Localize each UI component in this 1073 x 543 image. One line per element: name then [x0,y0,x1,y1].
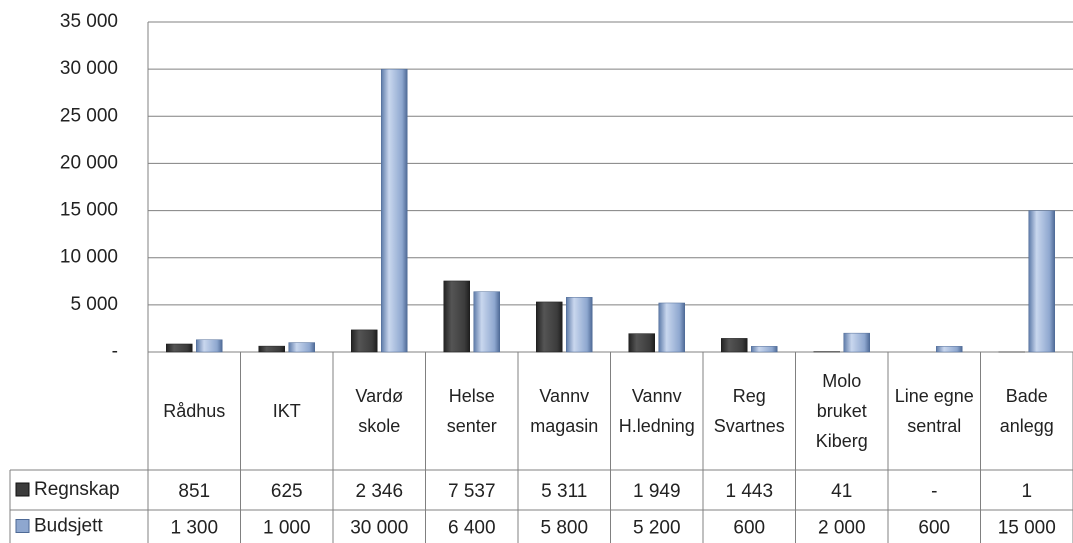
y-tick-label: 30 000 [60,58,118,79]
category-cell: Rådhus [163,401,226,421]
bar [936,346,963,353]
x-tick-label: Vannv H.ledning [618,386,695,436]
bar [351,329,378,353]
bar [288,342,315,353]
y-tick-label: 25 000 [60,105,118,126]
legend-swatch [15,482,30,497]
data-table-value: 5 311 [541,481,587,502]
data-table-value: 6 400 [448,518,496,539]
data-table-value: 2 346 [355,481,403,502]
data-table-value: 30 000 [350,518,408,539]
legend-swatch [15,519,30,533]
data-table-value: 1 300 [170,518,218,539]
category-cell: Molo bruket Kiberg [815,371,868,451]
category-cell: IKT [272,401,301,421]
y-tick-label: 20 000 [60,152,118,173]
data-table-value: - [931,481,937,502]
category-cell: Vannv magasin [530,386,599,436]
legend-label: Budsjett [34,516,103,537]
y-tick-label: - [112,341,118,362]
x-tick-label: Line egne sentral [894,386,974,436]
x-tick-label: Vannv magasin [530,386,599,436]
bar [721,338,748,353]
data-table-value: 41 [831,481,852,502]
x-tick-label: Vardø skole [355,386,404,436]
legend-label: Regnskap [34,479,120,500]
bar [196,339,223,353]
bar [658,302,685,353]
data-table-value: 600 [733,518,765,539]
category-cell: Bade anlegg [999,386,1054,436]
data-table-value: 600 [918,518,950,539]
bar [473,291,500,353]
x-tick-label: Reg Svartnes [713,386,785,436]
data-table-value: 7 537 [448,481,496,502]
bar [751,346,778,353]
x-tick-label: Molo bruket Kiberg [815,371,868,451]
y-tick-label: 5 000 [70,294,118,315]
data-table-value: 1 949 [633,481,681,502]
data-table-value: 15 000 [998,518,1056,539]
y-tick-label: 35 000 [60,11,118,32]
category-cell: Vardø skole [355,386,404,436]
category-cell: Line egne sentral [894,386,974,436]
bar [843,332,870,353]
data-table-value: 5 800 [540,518,588,539]
bar [628,333,655,353]
bar [443,280,470,353]
data-table-value: 1 000 [263,518,311,539]
x-tick-label: IKT [272,401,301,421]
y-tick-label: 10 000 [60,247,118,268]
category-cell: Vannv H.ledning [618,386,695,436]
data-table-value: 5 200 [633,518,681,539]
data-table-value: 2 000 [818,518,866,539]
bar [1028,210,1055,353]
data-table-value: 1 443 [725,481,773,502]
data-table-value: 1 [1021,481,1032,502]
bar [258,345,285,353]
x-tick-label: Helse senter [446,386,497,436]
bar [536,301,563,353]
data-table-value: 851 [178,481,210,502]
x-tick-label: Rådhus [163,401,226,421]
y-tick-label: 15 000 [60,200,118,221]
category-cell: Reg Svartnes [713,386,785,436]
x-tick-label: Bade anlegg [999,386,1054,436]
category-cell: Helse senter [446,386,497,436]
bar [166,343,193,353]
bar [381,68,408,353]
data-table-value: 625 [271,481,303,502]
bar [566,297,593,353]
